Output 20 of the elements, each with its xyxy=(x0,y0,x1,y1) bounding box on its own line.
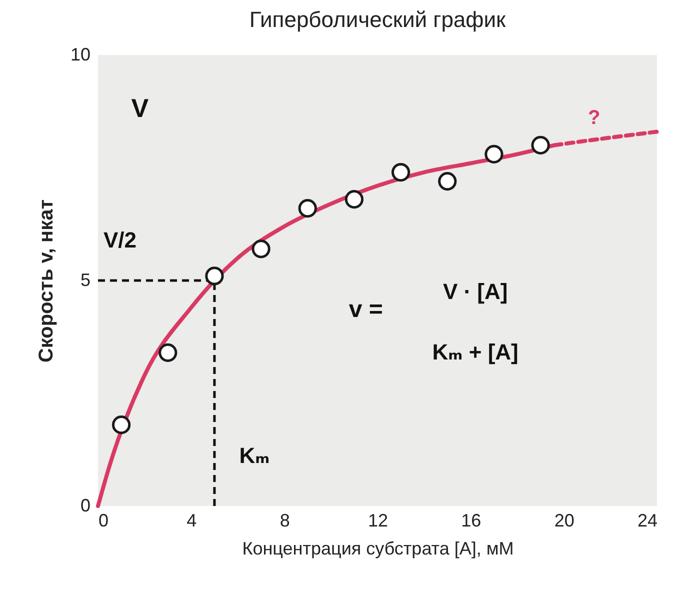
ref-line-label: V/2 xyxy=(103,228,137,252)
chart-title: Гиперболический график xyxy=(249,7,506,32)
annotation: V xyxy=(131,93,150,124)
y-tick-label: 0 xyxy=(80,496,90,516)
x-tick-label: 24 xyxy=(637,510,658,530)
x-tick-label: 4 xyxy=(186,510,197,530)
annotation: V · [A] xyxy=(442,278,508,304)
annotation: Kₘ + [A] xyxy=(432,340,518,365)
x-axis-title: Концентрация субстрата [A], мМ xyxy=(242,538,514,558)
y-tick-label: 5 xyxy=(80,270,90,290)
x-tick-label: 16 xyxy=(461,510,482,530)
x-tick-label: 20 xyxy=(554,510,574,530)
x-tick-label: 8 xyxy=(280,510,290,530)
ref-line-label: Kₘ xyxy=(239,443,270,468)
annotation: v = xyxy=(348,296,383,323)
x-tick-label: 0 xyxy=(98,510,109,530)
y-axis-title: Скорость v, нкат xyxy=(35,199,58,363)
x-tick-label: 12 xyxy=(368,510,388,530)
annotation: ? xyxy=(588,107,600,130)
y-tick-label: 10 xyxy=(70,44,90,64)
